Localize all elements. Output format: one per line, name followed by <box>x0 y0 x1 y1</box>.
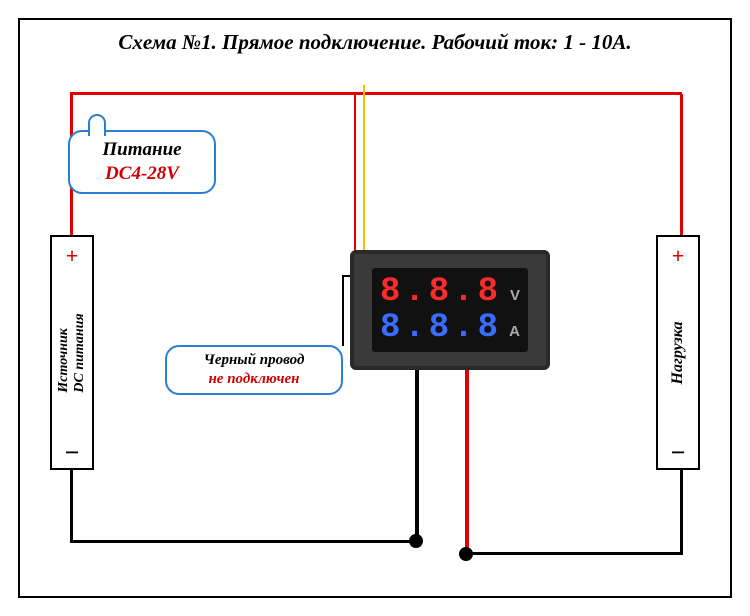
callout-blackwire-line1: Черный провод <box>175 351 333 370</box>
source-label-text: Источник DC питания <box>56 313 87 392</box>
callout-power-line1: Питание <box>84 138 200 162</box>
load-minus: − <box>658 448 698 458</box>
callout-blackwire-line2: не подключен <box>175 370 333 389</box>
source-minus: − <box>52 448 92 458</box>
dc-source: + Источник DC питания − <box>50 235 94 470</box>
diagram-canvas: Схема №1. Прямое подключение. Рабочий то… <box>0 0 750 616</box>
callout-wire-pointer-v <box>342 276 344 346</box>
meter-volt-row: 8.8.8 V <box>380 275 520 309</box>
meter-amp-unit: A <box>503 323 520 340</box>
meter-amp-value: 8.8.8 <box>380 311 502 345</box>
wire-top-rail <box>70 92 682 95</box>
meter-volt-unit: V <box>504 287 520 304</box>
source-plus: + <box>52 243 92 269</box>
wire-bottom-left <box>70 540 418 543</box>
wire-thin-red-v <box>354 94 356 266</box>
wire-thin-yellow-v <box>363 85 365 260</box>
wire-meter-black-thick <box>415 370 419 543</box>
junction-left <box>409 534 423 548</box>
wire-meter-red-thick <box>465 370 469 555</box>
title: Схема №1. Прямое подключение. Рабочий то… <box>20 30 730 55</box>
callout-blackwire: Черный провод не подключен <box>165 345 343 395</box>
frame: Схема №1. Прямое подключение. Рабочий то… <box>18 18 732 598</box>
wire-bottom-right <box>465 552 683 555</box>
callout-power-line2: DC4-28V <box>84 162 200 186</box>
meter-screen: 8.8.8 V 8.8.8 A <box>372 268 528 352</box>
wire-load-minus-down <box>680 470 683 555</box>
wire-source-minus-down <box>70 470 73 542</box>
wire-load-plus-down <box>680 94 683 235</box>
source-label: Источник DC питания <box>56 313 88 392</box>
callout-power: Питание DC4-28V <box>68 130 216 194</box>
meter-amp-row: 8.8.8 A <box>380 311 520 345</box>
load-label: Нагрузка <box>669 321 687 384</box>
load: + Нагрузка − <box>656 235 700 470</box>
volt-amp-meter: 8.8.8 V 8.8.8 A <box>350 250 550 370</box>
meter-volt-value: 8.8.8 <box>380 275 502 309</box>
load-plus: + <box>658 243 698 269</box>
